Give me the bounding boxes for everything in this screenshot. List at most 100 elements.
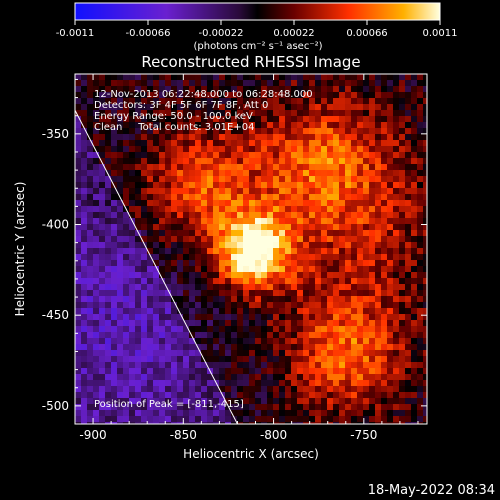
heatmap-cell <box>111 416 118 423</box>
heatmap-cell <box>99 176 106 183</box>
heatmap-cell <box>315 224 322 231</box>
heatmap-cell <box>357 152 364 159</box>
heatmap-cell <box>135 416 142 423</box>
heatmap-cell <box>207 248 214 255</box>
heatmap-cell <box>339 362 346 369</box>
heatmap-cell <box>291 278 298 285</box>
heatmap-cell <box>135 272 142 279</box>
heatmap-cell <box>297 362 304 369</box>
heatmap-cell <box>393 122 400 129</box>
heatmap-cell <box>315 176 322 183</box>
heatmap-cell <box>333 380 340 387</box>
heatmap-cell <box>177 410 184 417</box>
heatmap-cell <box>201 224 208 231</box>
heatmap-cell <box>171 80 178 87</box>
heatmap-cell <box>339 272 346 279</box>
heatmap-cell <box>423 80 427 87</box>
heatmap-cell <box>177 194 184 201</box>
heatmap-cell <box>105 146 112 153</box>
heatmap-cell <box>135 170 142 177</box>
heatmap-cell <box>231 344 238 351</box>
heatmap-cell <box>417 134 424 141</box>
heatmap-cell <box>135 224 142 231</box>
heatmap-cell <box>405 80 412 87</box>
heatmap-cell <box>285 326 292 333</box>
heatmap-cell <box>363 200 370 207</box>
heatmap-cell <box>243 92 250 99</box>
heatmap-cell <box>411 170 418 177</box>
heatmap-cell <box>261 410 268 417</box>
heatmap-cell <box>237 164 244 171</box>
heatmap-cell <box>225 410 232 417</box>
heatmap-cell <box>129 224 136 231</box>
heatmap-cell <box>87 350 94 357</box>
heatmap-cell <box>219 188 226 195</box>
heatmap-cell <box>165 332 172 339</box>
heatmap-cell <box>339 368 346 375</box>
heatmap-cell <box>405 224 412 231</box>
heatmap-cell <box>285 308 292 315</box>
heatmap-cell <box>321 326 328 333</box>
heatmap-cell <box>357 236 364 243</box>
heatmap-cell <box>195 98 202 105</box>
heatmap-cell <box>147 260 154 267</box>
heatmap-cell <box>351 200 358 207</box>
heatmap-cell <box>207 320 214 327</box>
heatmap-cell <box>201 200 208 207</box>
heatmap-cell <box>399 410 406 417</box>
heatmap-cell <box>249 386 256 393</box>
heatmap-cell <box>117 260 124 267</box>
heatmap-cell <box>81 344 88 351</box>
heatmap-cell <box>333 374 340 381</box>
heatmap-cell <box>213 92 220 99</box>
heatmap-cell <box>111 122 118 129</box>
heatmap-cell <box>375 356 382 363</box>
heatmap-cell <box>291 146 298 153</box>
heatmap-cell <box>183 326 190 333</box>
heatmap-cell <box>291 170 298 177</box>
heatmap-cell <box>387 176 394 183</box>
heatmap-cell <box>369 410 376 417</box>
heatmap-cell <box>321 152 328 159</box>
heatmap-cell <box>249 236 256 243</box>
heatmap-cell <box>123 254 130 261</box>
heatmap-cell <box>99 206 106 213</box>
heatmap-cell <box>195 260 202 267</box>
heatmap-cell <box>135 152 142 159</box>
heatmap-cell <box>255 356 262 363</box>
heatmap-cell <box>417 146 424 153</box>
heatmap-cell <box>411 110 418 117</box>
heatmap-cell <box>237 326 244 333</box>
heatmap-cell <box>405 266 412 273</box>
heatmap-cell <box>213 386 220 393</box>
heatmap-cell <box>201 206 208 213</box>
x-axis-label: Heliocentric X (arcsec) <box>183 447 319 461</box>
heatmap-cell <box>219 146 226 153</box>
heatmap-cell <box>105 416 112 423</box>
heatmap-cell <box>195 308 202 315</box>
heatmap-cell <box>183 206 190 213</box>
heatmap-cell <box>75 392 82 399</box>
heatmap-cell <box>195 188 202 195</box>
heatmap-cell <box>141 254 148 261</box>
heatmap-cell <box>81 266 88 273</box>
heatmap-cell <box>225 152 232 159</box>
heatmap-cell <box>405 188 412 195</box>
heatmap-cell <box>417 74 424 81</box>
heatmap-cell <box>357 212 364 219</box>
heatmap-cell <box>159 362 166 369</box>
heatmap-cell <box>291 326 298 333</box>
heatmap-cell <box>267 128 274 135</box>
heatmap-cell <box>153 176 160 183</box>
heatmap-cell <box>81 170 88 177</box>
heatmap-cell <box>297 104 304 111</box>
heatmap-cell <box>369 374 376 381</box>
heatmap-cell <box>123 110 130 117</box>
heatmap-cell <box>135 122 142 129</box>
heatmap-cell <box>93 134 100 141</box>
heatmap-cell <box>369 308 376 315</box>
heatmap-cell <box>111 128 118 135</box>
heatmap-cell <box>357 404 364 411</box>
heatmap-cell <box>255 104 262 111</box>
heatmap-cell <box>207 164 214 171</box>
